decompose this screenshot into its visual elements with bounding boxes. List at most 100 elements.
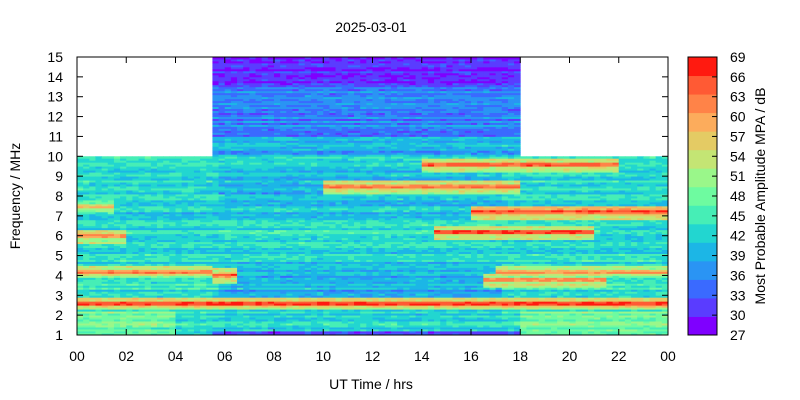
heatmap-cell — [212, 106, 219, 110]
heatmap-cell — [237, 92, 244, 96]
heatmap-cell — [150, 176, 158, 179]
heatmap-cell — [206, 283, 213, 286]
heatmap-cell — [101, 279, 109, 282]
heatmap-cell — [286, 192, 293, 195]
heatmap-cell — [206, 325, 213, 328]
heatmap-cell — [107, 265, 115, 268]
heatmap-cell — [175, 211, 183, 215]
heatmap-cell — [230, 231, 238, 235]
heatmap-cell — [181, 180, 189, 183]
heatmap-cell — [323, 134, 330, 137]
heatmap-cell — [89, 293, 96, 296]
heatmap-cell — [101, 315, 109, 318]
heatmap-cells — [77, 57, 669, 336]
heatmap-cell — [95, 176, 103, 179]
heatmap-cell — [83, 283, 90, 286]
heatmap-cell — [120, 263, 127, 266]
heatmap-cell — [95, 331, 103, 334]
heatmap-cell — [298, 108, 306, 112]
heatmap-cell — [89, 168, 96, 171]
heatmap-cell — [292, 301, 300, 304]
heatmap-cell — [255, 317, 263, 320]
heatmap-cell — [175, 190, 183, 193]
heatmap-cell — [157, 233, 164, 237]
heatmap-cell — [237, 329, 244, 332]
heatmap-cell — [267, 64, 275, 68]
heatmap-cell — [249, 140, 256, 143]
heatmap-cell — [163, 277, 170, 280]
heatmap-cell — [212, 295, 219, 298]
heatmap-cell — [280, 106, 287, 110]
heatmap-cell — [243, 269, 250, 272]
heatmap-cell — [317, 293, 324, 296]
heatmap-cell — [249, 217, 256, 221]
heatmap-cell — [323, 265, 330, 268]
heatmap-cell — [280, 247, 287, 251]
heatmap-cell — [206, 209, 213, 213]
heatmap-cell — [317, 90, 324, 94]
heatmap-cell — [132, 205, 139, 209]
heatmap-cell — [323, 196, 330, 199]
heatmap-cell — [144, 207, 152, 211]
heatmap-cell — [175, 219, 183, 223]
heatmap-cell — [298, 156, 306, 159]
heatmap-cell — [237, 184, 244, 187]
heatmap-cell — [292, 253, 300, 256]
heatmap-cell — [280, 215, 287, 219]
heatmap-cell — [212, 257, 219, 260]
heatmap-cell — [304, 207, 312, 211]
heatmap-cell — [206, 205, 213, 209]
heatmap-cell — [218, 291, 226, 294]
heatmap-cell — [286, 203, 293, 207]
heatmap-cell — [249, 233, 256, 237]
heatmap-cell — [120, 170, 127, 173]
heatmap-cell — [292, 321, 300, 324]
heatmap-cell — [255, 291, 263, 294]
heatmap-cell — [107, 297, 115, 300]
heatmap-cell — [323, 142, 330, 145]
heatmap-cell — [261, 273, 269, 276]
heatmap-cell — [175, 249, 183, 252]
heatmap-cell — [193, 221, 201, 225]
heatmap-cell — [150, 329, 158, 332]
heatmap-cell — [126, 237, 133, 241]
heatmap-cell — [335, 249, 343, 252]
heatmap-cell — [83, 217, 90, 221]
heatmap-cell — [224, 128, 232, 131]
heatmap-cell — [304, 90, 312, 94]
heatmap-cell — [298, 148, 306, 151]
heatmap-cell — [249, 172, 256, 175]
heatmap-cell — [193, 325, 201, 328]
heatmap-cell — [286, 178, 293, 181]
heatmap-cell — [286, 279, 293, 282]
heatmap-cell — [304, 201, 312, 205]
heatmap-cell — [193, 182, 201, 185]
heatmap-cell — [323, 211, 330, 215]
heatmap-cell — [157, 245, 164, 249]
heatmap-cell — [120, 225, 127, 229]
heatmap-cell — [150, 219, 158, 223]
heatmap-cell — [77, 251, 84, 254]
heatmap-cell — [163, 331, 170, 334]
heatmap-cell — [77, 201, 84, 205]
heatmap-cell — [317, 66, 324, 70]
heatmap-cell — [243, 229, 250, 233]
heatmap-cell — [200, 190, 207, 193]
heatmap-cell — [107, 231, 115, 235]
heatmap-cell — [77, 194, 84, 197]
heatmap-cell — [107, 325, 115, 328]
heatmap-cell — [163, 223, 170, 227]
heatmap-cell — [212, 196, 219, 199]
heatmap-cell — [292, 283, 300, 286]
heatmap-cell — [237, 307, 244, 310]
heatmap-cell — [317, 261, 324, 264]
heatmap-cell — [274, 317, 281, 320]
heatmap-cell — [157, 223, 164, 227]
heatmap-cell — [286, 118, 293, 121]
heatmap-cell — [237, 174, 244, 177]
heatmap-cell — [310, 88, 318, 92]
heatmap-cell — [212, 205, 219, 209]
heatmap-cell — [157, 269, 164, 272]
heatmap-cell — [89, 259, 96, 262]
heatmap-cell — [243, 247, 250, 251]
